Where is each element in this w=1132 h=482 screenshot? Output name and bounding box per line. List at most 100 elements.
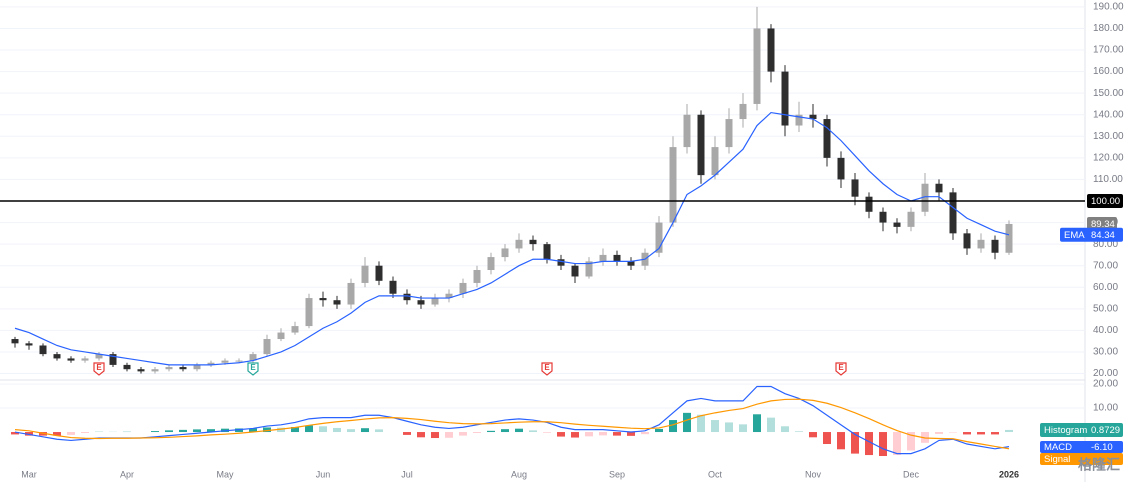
histogram-bar: [655, 428, 663, 433]
ema-tag-value: 84.34: [1091, 230, 1115, 241]
earnings-label: E: [544, 363, 550, 372]
y-tick-label: 10.00: [1093, 403, 1118, 414]
candle-body: [501, 248, 509, 258]
x-tick-label: Jul: [401, 469, 413, 479]
earnings-shape: [247, 362, 259, 376]
histogram-bar: [263, 427, 271, 433]
histogram-bar: [53, 432, 61, 436]
histogram-bar: [151, 431, 159, 433]
ema-tag-bg: [1060, 227, 1123, 242]
candle-body: [781, 71, 789, 126]
histogram-bar: [193, 429, 201, 433]
histogram-bar: [291, 426, 299, 433]
candle-body: [473, 270, 481, 283]
histogram-bar: [1005, 429, 1013, 433]
histogram-bar: [809, 432, 817, 438]
candle-body: [851, 179, 859, 197]
candle-body: [109, 354, 117, 365]
candle-body: [879, 211, 887, 223]
x-tick-label: Apr: [120, 469, 134, 479]
histogram-bar: [445, 432, 453, 438]
watermark: 格隆汇: [1078, 457, 1120, 473]
series-tag-value: -6.10: [1091, 442, 1113, 453]
candle-body: [431, 298, 439, 305]
x-tick-label: Oct: [708, 469, 723, 479]
histogram-bar: [739, 424, 747, 433]
series-tag-name: MACD: [1044, 442, 1072, 453]
candle-body: [683, 114, 691, 148]
earnings-label: E: [838, 363, 844, 372]
x-tick-label: May: [216, 469, 234, 479]
candle-body: [305, 298, 313, 327]
histogram-bar: [417, 432, 425, 438]
histogram-bar: [487, 430, 495, 433]
candle-body: [991, 239, 999, 253]
macd-line: [14, 398, 1010, 450]
y-tick-label: 70.00: [1093, 260, 1118, 271]
candle-body: [137, 369, 145, 372]
histogram-bar: [725, 422, 733, 433]
candle-body: [585, 261, 593, 277]
x-tick-label: Dec: [903, 469, 920, 479]
candle-body: [543, 244, 551, 260]
y-tick-label: 40.00: [1093, 325, 1118, 336]
histogram-bar: [711, 420, 719, 433]
histogram-bar: [375, 429, 383, 433]
histogram-bar: [67, 432, 75, 435]
histogram-bar: [347, 429, 355, 433]
histogram-bar: [865, 432, 873, 456]
candle-body: [935, 183, 943, 193]
candle-body: [809, 114, 817, 120]
y-tick-label: 80.00: [1093, 239, 1118, 250]
candle-body: [11, 339, 19, 344]
histogram-tag-bg: [1040, 423, 1123, 437]
candle-body: [739, 103, 747, 120]
candle-body: [613, 254, 621, 262]
histogram-bar: [893, 432, 901, 456]
macd-line: [14, 385, 1010, 455]
y-tick-label: 110.00: [1093, 174, 1123, 185]
histogram-bar: [543, 432, 551, 433]
histogram-bar: [977, 432, 985, 435]
candle-body: [193, 364, 201, 370]
y-tick-label: 120.00: [1093, 153, 1124, 164]
histogram-bar: [319, 426, 327, 433]
histogram-bar: [599, 432, 607, 436]
candle-body: [725, 119, 733, 148]
candle-body: [1005, 223, 1013, 253]
candle-body: [221, 360, 229, 363]
ema-tag-name: EMA: [1064, 230, 1085, 241]
x-tick-label: 2026: [999, 469, 1019, 479]
candle-body: [907, 211, 915, 227]
series-tag-name: Signal: [1044, 454, 1070, 465]
candle-body: [389, 280, 397, 294]
y-tick-label: 140.00: [1093, 109, 1124, 120]
candle-body: [165, 367, 173, 370]
y-tick-label: 160.00: [1093, 66, 1124, 77]
candle-body: [753, 28, 761, 104]
histogram-bar: [851, 432, 859, 454]
candle-body: [949, 192, 957, 234]
candle-body: [977, 239, 985, 249]
candle-body: [361, 265, 369, 283]
candle-body: [487, 257, 495, 271]
histogram-bar: [991, 432, 999, 435]
candle-body: [417, 300, 425, 305]
candle-body: [249, 354, 257, 361]
candle-body: [151, 369, 159, 372]
candle-body: [67, 358, 75, 361]
series-tag-bg: [1040, 453, 1123, 465]
y-tick-label: 50.00: [1093, 303, 1118, 314]
histogram-bar: [179, 429, 187, 433]
candle-body: [207, 362, 215, 365]
candle-body: [123, 364, 131, 370]
last-price-label: 89.34: [1091, 219, 1115, 230]
candle-body: [333, 300, 341, 305]
candle-body: [179, 367, 187, 370]
candle-body: [697, 114, 705, 176]
candle-body: [95, 354, 103, 359]
candle-body: [865, 196, 873, 212]
candle-body: [291, 326, 299, 333]
histogram-bar: [277, 427, 285, 433]
